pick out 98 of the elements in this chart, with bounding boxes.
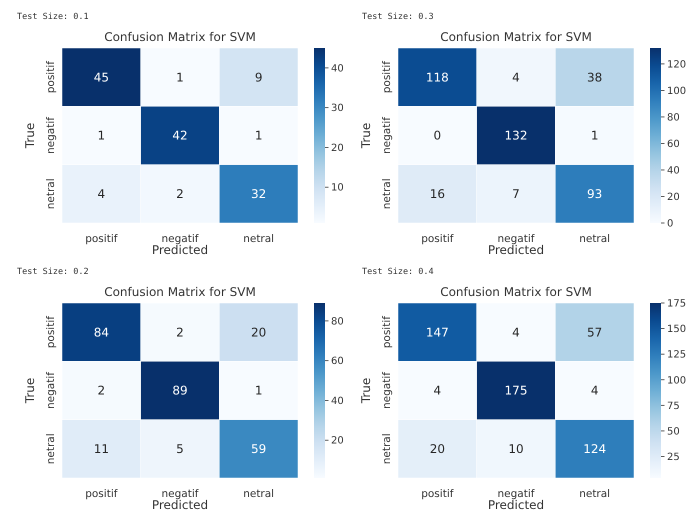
data-label: 57 <box>587 325 602 340</box>
y-tick-label: positif <box>45 316 57 348</box>
x-axis-title: Predicted <box>488 243 544 257</box>
color-bar-label: 40 <box>667 165 680 176</box>
y-tick-label: positif <box>381 316 393 348</box>
data-label: 124 <box>583 442 606 456</box>
data-label: 42 <box>172 128 188 143</box>
data-label: 147 <box>426 325 449 340</box>
color-bar-label: 60 <box>667 138 680 150</box>
data-label: 84 <box>94 325 109 340</box>
data-label: 45 <box>94 70 109 84</box>
y-axis-title: True <box>23 378 37 404</box>
data-label: 7 <box>512 187 520 202</box>
y-tick-label: netral <box>381 433 393 464</box>
x-tick-label: netral <box>243 233 274 245</box>
data-label: 20 <box>251 325 266 340</box>
data-label: 2 <box>176 187 184 202</box>
data-label: 10 <box>508 442 524 456</box>
data-label: 4 <box>590 384 598 398</box>
color-bar-label: 125 <box>667 350 686 361</box>
x-tick-label: netral <box>579 488 610 500</box>
data-label: 4 <box>512 325 520 340</box>
data-label: 4 <box>434 384 442 398</box>
color-bar-label: 10 <box>331 182 344 194</box>
data-label: 2 <box>176 325 184 340</box>
color-bar-label: 50 <box>667 426 680 438</box>
x-tick-label: netral <box>243 488 274 500</box>
data-label: 89 <box>172 384 188 398</box>
x-tick-label: negatif <box>498 488 535 500</box>
color-bar-label: 25 <box>667 452 680 464</box>
chart-title: Confusion Matrix for SVM <box>104 285 256 299</box>
y-tick-label: netral <box>381 178 393 210</box>
y-tick-label: netral <box>45 178 57 210</box>
data-label: 11 <box>94 442 109 456</box>
y-tick-label: positif <box>45 60 57 94</box>
chart-title: Confusion Matrix for SVM <box>104 30 256 44</box>
color-bar-label: 40 <box>331 63 344 74</box>
x-tick-label: negatif <box>498 233 535 245</box>
x-tick-label: positif <box>85 488 118 500</box>
x-axis-title: Predicted <box>488 498 544 512</box>
data-label: 59 <box>251 442 266 456</box>
y-tick-label: negatif <box>381 116 393 154</box>
color-bar-label: 60 <box>331 356 344 368</box>
color-bar-label: 30 <box>331 103 344 114</box>
y-tick-label: netral <box>45 433 57 464</box>
color-bar-label: 75 <box>667 400 680 412</box>
data-label: 1 <box>254 384 262 398</box>
y-tick-label: negatif <box>45 116 57 154</box>
color-bar-label: 40 <box>331 396 344 407</box>
y-tick-label: negatif <box>381 372 393 409</box>
x-tick-label: negatif <box>162 233 199 245</box>
color-bar-label: 175 <box>667 298 686 310</box>
color-bar-label: 20 <box>331 436 344 447</box>
data-label: 93 <box>587 187 602 202</box>
y-axis-title: True <box>359 122 373 150</box>
data-label: 1 <box>254 128 262 143</box>
data-label: 1 <box>98 128 106 143</box>
color-bar-label: 80 <box>331 316 344 328</box>
x-axis-title: Predicted <box>152 498 208 512</box>
data-label: 175 <box>504 384 528 398</box>
color-bar-label: 0 <box>667 218 674 230</box>
data-label: 118 <box>426 70 449 84</box>
x-tick-label: positif <box>85 233 118 245</box>
data-label: 1 <box>590 128 598 143</box>
y-axis-title: True <box>23 122 37 150</box>
x-axis-title: Predicted <box>152 243 208 257</box>
text: Test Size: 0.1 <box>17 12 89 22</box>
color-bar-label: 20 <box>667 192 680 203</box>
text: Test Size: 0.3 <box>362 12 434 22</box>
color-bar-label: 20 <box>331 142 344 154</box>
color-bar-label: 150 <box>667 324 686 336</box>
x-tick-label: negatif <box>162 488 199 500</box>
data-label: 32 <box>251 187 266 202</box>
data-label: 38 <box>587 70 602 84</box>
y-tick-label: negatif <box>45 372 57 409</box>
color-bar-label: 120 <box>667 59 686 70</box>
color-bar-label: 100 <box>667 86 686 97</box>
data-label: 0 <box>434 128 442 143</box>
data-label: 132 <box>504 128 528 143</box>
color-bar-label: 100 <box>667 375 686 386</box>
data-label: 20 <box>430 442 445 456</box>
data-label: 1 <box>176 70 184 84</box>
y-tick-label: positif <box>381 60 393 94</box>
y-axis-title: True <box>359 378 373 404</box>
data-label: 16 <box>430 187 445 202</box>
data-label: 4 <box>512 70 520 84</box>
x-tick-label: positif <box>421 233 454 245</box>
x-tick-label: netral <box>579 233 610 245</box>
text: Test Size: 0.2 <box>17 267 89 277</box>
data-label: 4 <box>98 187 106 202</box>
text: Test Size: 0.4 <box>362 267 434 277</box>
data-label: 9 <box>254 70 262 84</box>
data-label: 2 <box>98 384 106 398</box>
x-tick-label: positif <box>421 488 454 500</box>
chart-title: Confusion Matrix for SVM <box>440 30 592 44</box>
chart-title: Confusion Matrix for SVM <box>440 285 592 299</box>
color-bar-label: 80 <box>667 112 680 124</box>
data-label: 5 <box>176 442 184 456</box>
